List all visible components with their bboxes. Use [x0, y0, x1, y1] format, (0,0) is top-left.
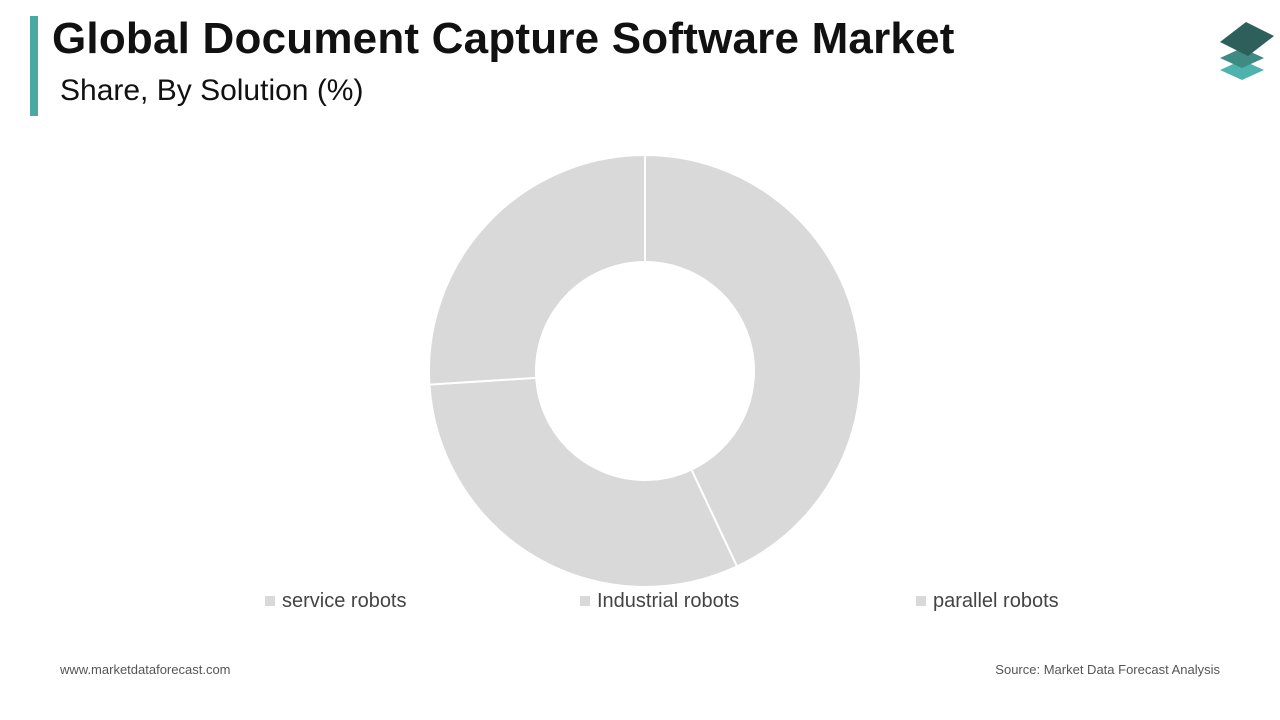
legend-label: parallel robots — [933, 589, 1059, 612]
website-label: www.marketdataforecast.com — [60, 662, 231, 677]
legend-item-industrial-robots: Industrial robots — [580, 588, 739, 614]
page-subtitle: Share, By Solution (%) — [60, 74, 364, 107]
title-accent-bar — [30, 16, 38, 116]
logo-layer-top — [1220, 22, 1274, 56]
donut-slice-service-robots — [644, 153, 862, 568]
donut-slice-parallel-robots — [428, 153, 646, 386]
legend-item-service-robots: service robots — [265, 588, 407, 614]
legend-swatch — [580, 596, 590, 606]
source-label: Source: Market Data Forecast Analysis — [995, 662, 1220, 677]
logo-layer-bottom — [1220, 60, 1264, 80]
legend-item-parallel-robots: parallel robots — [916, 588, 1059, 614]
legend-swatch — [916, 596, 926, 606]
donut-slice-industrial-robots — [428, 376, 739, 588]
legend-label: Industrial robots — [597, 589, 740, 612]
legend-swatch — [265, 596, 275, 606]
stacked-layers-icon — [1220, 22, 1274, 80]
donut-slices — [428, 153, 862, 588]
page-title: Global Document Capture Software Market — [52, 14, 955, 63]
legend-label: service robots — [282, 589, 407, 612]
logo-layer-middle — [1220, 48, 1264, 68]
